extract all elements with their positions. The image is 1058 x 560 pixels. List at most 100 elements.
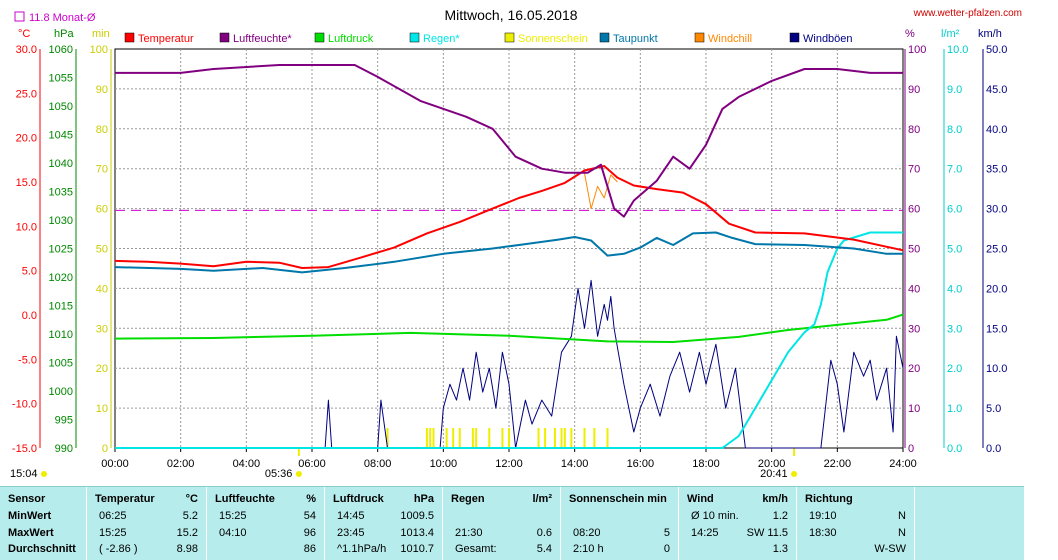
month-avg-note: 11.8 Monat-Ø (29, 12, 96, 24)
summary-value: N (898, 510, 906, 522)
pressure_hpa-tick-label: 1000 (49, 386, 73, 398)
series-line-temperatur (114, 165, 904, 269)
summary-header: Sensor (8, 493, 46, 505)
legend-label: Windböen (803, 33, 853, 45)
axis-ticks: 00:00 02:00 04:00 06:00 08:00 10:00 12:00 14:00… (10, 28, 1007, 480)
summary-time: 21:30 (455, 527, 483, 539)
x-tick-label: 14:00 (561, 458, 589, 470)
wind_kmh-tick-label: 35.0 (986, 164, 1007, 176)
temperature_c-tick-label: -5.0 (18, 354, 37, 366)
humidity_pct-tick-label: 10 (908, 403, 920, 415)
pressure_hpa-tick-label: 1015 (49, 301, 73, 313)
x-tick-label: 02:00 (167, 458, 195, 470)
sunrise-icon (295, 471, 302, 477)
summary-unit: l/m² (532, 493, 552, 505)
current-time: 15:04 (10, 468, 38, 480)
humidity_pct-tick-label: 90 (908, 84, 920, 96)
summary-time: 19:10 (809, 510, 837, 522)
legend-swatch (694, 32, 705, 43)
summary-value: 86 (303, 543, 316, 555)
humidity_pct-tick-label: 100 (908, 44, 926, 56)
legend-swatch (124, 32, 135, 43)
legend-label: Sonnenschein (518, 33, 588, 45)
sunshine_min-tick-label: 60 (96, 204, 108, 216)
sunshine_min-tick-label: 20 (96, 363, 108, 375)
rain_lm2-tick-label: 1.0 (947, 403, 962, 415)
summary-time: 06:25 (99, 510, 127, 522)
summary-row-label: Durchschnitt (8, 543, 76, 555)
x-tick-label: 12:00 (495, 458, 523, 470)
summary-value: 1013.4 (400, 527, 434, 539)
rain_lm2-tick-label: 8.0 (947, 124, 962, 136)
pressure_hpa-tick-label: 1060 (49, 44, 73, 56)
summary-time: ^1.1hPa/h (337, 543, 387, 555)
x-tick-label: 22:00 (824, 458, 852, 470)
summary-header: Wind (687, 493, 714, 505)
summary-value: W-SW (874, 543, 906, 555)
chart-title: Mittwoch, 16.05.2018 (444, 7, 577, 23)
rain_lm2-tick-label: 7.0 (947, 164, 962, 176)
temperature_c-tick-label: 5.0 (22, 266, 37, 278)
temperature_c-tick-label: -10.0 (12, 399, 37, 411)
wind_kmh-tick-label: 30.0 (986, 204, 1007, 216)
temperature_c-tick-label: 0.0 (22, 310, 37, 322)
wind_kmh-tick-label: 45.0 (986, 84, 1007, 96)
x-tick-label: 06:00 (298, 458, 326, 470)
summary-column: Richtung 19:10 N 18:30 N W-SW (797, 487, 915, 560)
legend: Temperatur Luftfeuchte* Luftdruck Regen* Son… (14, 11, 853, 45)
wind_kmh-tick-label: 0.0 (986, 443, 1001, 455)
pressure_hpa-tick-label: 1050 (49, 101, 73, 113)
summary-time: ( -2.86 ) (99, 543, 138, 555)
rain_lm2-tick-label: 3.0 (947, 323, 962, 335)
unit-label-left: min (92, 28, 110, 40)
unit-label-right: km/h (978, 28, 1002, 40)
summary-value: 1.2 (772, 510, 788, 522)
legend-swatch (219, 32, 230, 43)
pressure_hpa-tick-label: 1020 (49, 272, 73, 284)
rain_lm2-tick-label: 10.0 (947, 44, 968, 56)
wind_kmh-tick-label: 50.0 (986, 44, 1007, 56)
summary-time: 2:10 h (573, 543, 604, 555)
humidity_pct-tick-label: 50 (908, 244, 920, 256)
wind_kmh-tick-label: 25.0 (986, 244, 1007, 256)
summary-value: 0.6 (536, 527, 552, 539)
pressure_hpa-tick-label: 1005 (49, 358, 73, 370)
summary-row-label: MaxWert (8, 527, 54, 539)
series-line-luftfeuchte (115, 64, 903, 218)
summary-time: 08:20 (573, 527, 601, 539)
weather-chart: 00:00 02:00 04:00 06:00 08:00 10:00 12:00 14:00… (10, 7, 1022, 480)
sunset-time: 20:41 (760, 468, 788, 480)
legend-swatch (599, 32, 610, 43)
pressure_hpa-tick-label: 1045 (49, 130, 73, 142)
unit-label-left: °C (18, 28, 30, 40)
summary-time: Ø 10 min. (691, 510, 739, 522)
summary-value: 8.98 (176, 543, 198, 555)
rain_lm2-tick-label: 4.0 (947, 283, 962, 295)
temperature_c-tick-label: 10.0 (16, 221, 37, 233)
summary-value: 96 (303, 527, 316, 539)
humidity_pct-tick-label: 80 (908, 124, 920, 136)
unit-label-right: l/m² (941, 28, 960, 40)
wind_kmh-tick-label: 5.0 (986, 403, 1001, 415)
temperature_c-tick-label: 25.0 (16, 88, 37, 100)
x-tick-label: 00:00 (101, 458, 129, 470)
summary-value: 54 (303, 510, 316, 522)
pressure_hpa-tick-label: 990 (55, 443, 73, 455)
month-avg-swatch (14, 11, 25, 22)
summary-value: 0 (663, 543, 670, 555)
sunshine_min-tick-label: 30 (96, 323, 108, 335)
wind_kmh-tick-label: 15.0 (986, 323, 1007, 335)
humidity_pct-tick-label: 20 (908, 363, 920, 375)
rain_lm2-tick-label: 0.0 (947, 443, 962, 455)
summary-time: 15:25 (99, 527, 127, 539)
summary-value: 5 (663, 527, 670, 539)
summary-column: Sensor MinWert MaxWert Durchschnitt (0, 487, 87, 560)
rain_lm2-tick-label: 2.0 (947, 363, 962, 375)
sunset-icon (791, 471, 798, 477)
x-tick-label: 16:00 (627, 458, 655, 470)
x-tick-label: 20:00 (758, 458, 786, 470)
sunshine_min-tick-label: 10 (96, 403, 108, 415)
summary-table: Sensor MinWert MaxWert Durchschnitt Temperat… (0, 486, 1025, 560)
wind_kmh-tick-label: 40.0 (986, 124, 1007, 136)
sunshine_min-tick-label: 70 (96, 164, 108, 176)
